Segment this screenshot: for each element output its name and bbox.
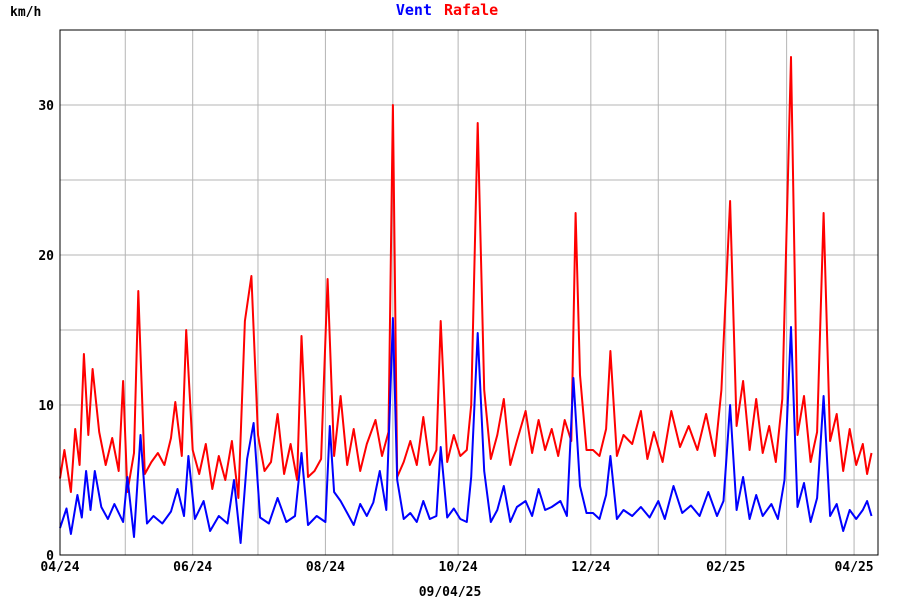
y-tick-label: 10	[38, 399, 54, 414]
y-tick-label: 0	[46, 549, 54, 564]
series-layer	[59, 56, 873, 544]
grid-lines	[60, 30, 878, 555]
x-tick-label: 04/24	[40, 560, 79, 575]
x-tick-label: 06/24	[173, 560, 212, 575]
y-unit-label: km/h	[10, 5, 41, 20]
plot-frame	[59, 29, 879, 556]
series-line-vent	[59, 317, 873, 544]
y-tick-label: 20	[38, 249, 54, 264]
x-tick-label: 08/24	[306, 560, 345, 575]
legend-rafale: Rafale	[444, 1, 498, 19]
x-tick-label: 12/24	[571, 560, 610, 575]
series-line-rafale	[59, 56, 873, 499]
x-tick-label: 10/24	[439, 560, 478, 575]
x-tick-label: 02/25	[706, 560, 745, 575]
y-tick-label: 30	[38, 99, 54, 114]
x-tick-label: 04/25	[834, 560, 873, 575]
date-caption: 09/04/25	[419, 585, 482, 600]
legend-vent: Vent	[396, 1, 432, 19]
tick-labels: 0 10 20 30 04/24 06/24 08/24 10/24 12/24 02/25 04/…	[38, 99, 873, 575]
